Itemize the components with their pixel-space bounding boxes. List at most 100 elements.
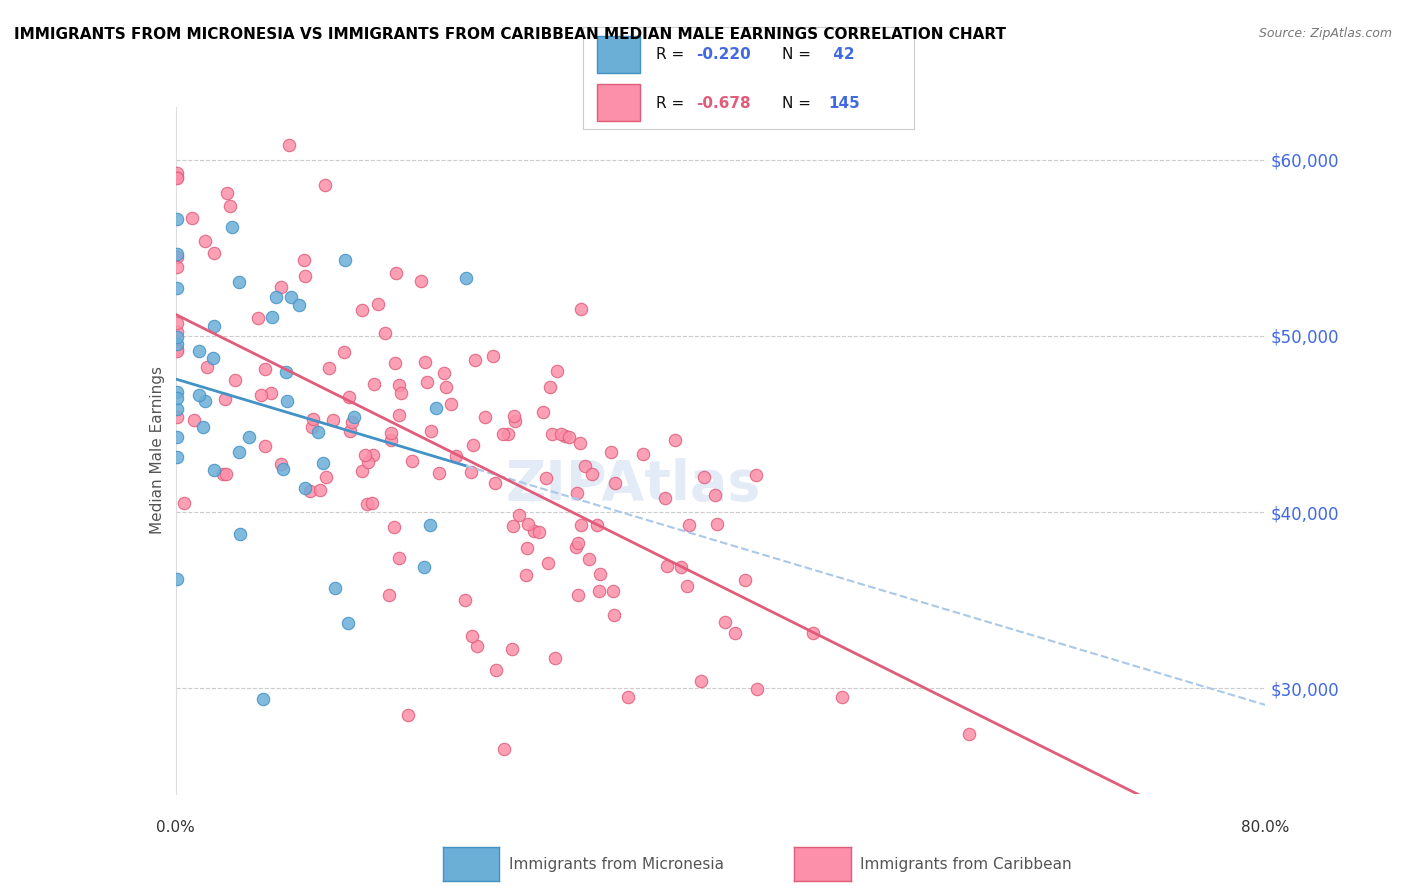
Point bbox=[166, 409, 188, 424]
Point bbox=[420, 424, 443, 438]
Point bbox=[482, 349, 505, 363]
Point bbox=[280, 290, 302, 304]
Point bbox=[260, 385, 283, 400]
Text: -0.678: -0.678 bbox=[696, 96, 751, 112]
Point bbox=[187, 388, 209, 402]
Point bbox=[531, 404, 554, 418]
Point bbox=[166, 343, 188, 357]
Point bbox=[502, 519, 524, 533]
Point bbox=[250, 387, 273, 401]
Point bbox=[287, 298, 309, 312]
Point bbox=[492, 427, 515, 442]
Point bbox=[350, 464, 373, 478]
Point bbox=[456, 271, 478, 285]
Point bbox=[202, 319, 225, 334]
Text: 145: 145 bbox=[828, 96, 859, 112]
Point bbox=[538, 380, 561, 394]
Point bbox=[617, 690, 640, 704]
Text: N =: N = bbox=[782, 96, 815, 112]
Point bbox=[747, 681, 769, 696]
Point bbox=[271, 461, 294, 475]
Point bbox=[440, 397, 463, 411]
Point bbox=[427, 466, 450, 480]
Point bbox=[501, 642, 523, 657]
Point bbox=[228, 276, 250, 290]
Point bbox=[212, 467, 235, 481]
Point bbox=[540, 427, 562, 442]
Point bbox=[503, 409, 526, 424]
Point bbox=[336, 615, 359, 630]
Point bbox=[322, 413, 344, 427]
Point bbox=[534, 471, 557, 485]
Point bbox=[166, 325, 188, 339]
Text: 0.0%: 0.0% bbox=[156, 821, 195, 835]
Point bbox=[388, 409, 411, 423]
Point bbox=[215, 186, 238, 201]
Point bbox=[600, 445, 623, 459]
Point bbox=[343, 410, 366, 425]
Text: ZIPAtlas: ZIPAtlas bbox=[506, 458, 761, 512]
Text: R =: R = bbox=[657, 96, 689, 112]
Point bbox=[307, 425, 329, 439]
Point bbox=[301, 412, 323, 426]
Point bbox=[569, 518, 592, 533]
Point bbox=[195, 359, 218, 374]
Point bbox=[350, 303, 373, 318]
Point bbox=[484, 475, 506, 490]
Point bbox=[166, 166, 188, 180]
Point bbox=[690, 673, 713, 688]
Point bbox=[277, 138, 299, 153]
Point bbox=[567, 535, 589, 549]
Point bbox=[292, 252, 315, 267]
Point bbox=[294, 481, 316, 495]
Text: Immigrants from Caribbean: Immigrants from Caribbean bbox=[860, 857, 1073, 871]
Point bbox=[333, 345, 356, 359]
Point bbox=[516, 517, 538, 532]
Point bbox=[333, 252, 356, 267]
Point bbox=[166, 260, 188, 274]
Point bbox=[380, 425, 402, 440]
Point bbox=[166, 402, 188, 417]
Point bbox=[654, 491, 676, 505]
Point bbox=[294, 268, 316, 283]
Point bbox=[363, 376, 385, 391]
Point bbox=[378, 588, 401, 602]
Point bbox=[166, 430, 188, 444]
Point bbox=[270, 280, 292, 294]
Y-axis label: Median Male Earnings: Median Male Earnings bbox=[149, 367, 165, 534]
Point bbox=[664, 433, 686, 447]
Point bbox=[367, 297, 389, 311]
Point bbox=[380, 434, 402, 448]
Point bbox=[219, 199, 242, 213]
Point bbox=[676, 579, 699, 593]
Point bbox=[565, 540, 588, 554]
Text: 80.0%: 80.0% bbox=[1241, 821, 1289, 835]
Point bbox=[166, 171, 188, 186]
Point bbox=[433, 367, 456, 381]
Point bbox=[384, 356, 406, 370]
Point bbox=[183, 413, 205, 427]
Point bbox=[202, 463, 225, 477]
Point bbox=[454, 593, 477, 607]
Text: R =: R = bbox=[657, 47, 689, 62]
Point bbox=[194, 393, 217, 408]
Point bbox=[228, 527, 250, 541]
Point bbox=[669, 559, 692, 574]
Point bbox=[318, 361, 340, 376]
Point bbox=[474, 409, 496, 424]
Point bbox=[299, 484, 322, 499]
Point bbox=[315, 470, 337, 484]
Point bbox=[413, 560, 436, 574]
Point bbox=[546, 364, 568, 378]
FancyBboxPatch shape bbox=[596, 84, 640, 121]
Text: Immigrants from Micronesia: Immigrants from Micronesia bbox=[509, 857, 724, 871]
Point bbox=[266, 290, 288, 304]
Point bbox=[415, 354, 437, 368]
Point bbox=[388, 551, 411, 566]
Point bbox=[503, 414, 526, 428]
Point bbox=[360, 496, 382, 510]
Point bbox=[714, 615, 737, 630]
Point bbox=[215, 467, 238, 481]
Point bbox=[339, 424, 361, 438]
Point bbox=[581, 467, 603, 481]
